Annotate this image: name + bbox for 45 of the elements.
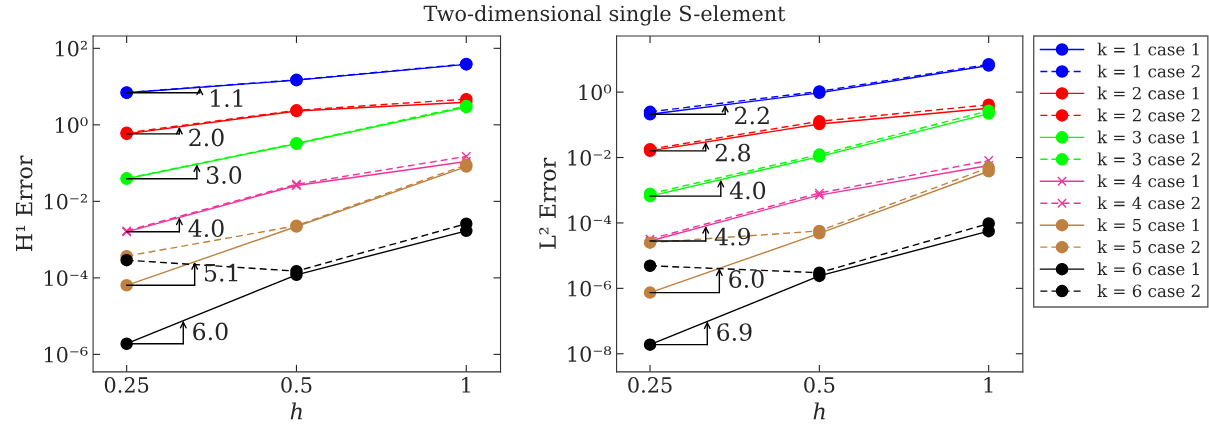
annotation: 6.0 bbox=[729, 270, 764, 288]
annotation: 3.0 bbox=[207, 166, 242, 184]
annotation: 4.9 bbox=[714, 227, 751, 246]
annotation: 6.0 bbox=[193, 322, 228, 341]
y-tick-label: 10⁰ bbox=[579, 84, 612, 101]
legend-label: k = 4 case 1 bbox=[1097, 174, 1199, 188]
legend-label: k = 1 case 1 bbox=[1097, 42, 1199, 56]
y-tick-label: 10² bbox=[55, 40, 87, 57]
y-tick-label: 10⁻² bbox=[568, 149, 611, 166]
y-tick-label: 10⁻⁴ bbox=[44, 270, 88, 287]
annotation: 2.2 bbox=[735, 106, 769, 125]
x-tick-label: 0.5 bbox=[281, 377, 312, 393]
y-tick-label: 10⁰ bbox=[55, 117, 88, 134]
x-tick-label: 1 bbox=[462, 377, 470, 393]
text: Two-dimensional single S-element bbox=[423, 5, 786, 26]
legend-label: k = 4 case 2 bbox=[1097, 196, 1200, 210]
x-tick-label: 0.5 bbox=[804, 377, 835, 393]
x-axis-title: h bbox=[813, 402, 825, 420]
annotation: 1.1 bbox=[211, 89, 243, 108]
y-tick-label: 10⁻⁸ bbox=[568, 346, 612, 362]
annotation: 6.9 bbox=[717, 323, 752, 341]
y-tick-label: 10⁻⁶ bbox=[568, 280, 612, 297]
x-tick-label: 1 bbox=[984, 377, 993, 393]
x-tick-label: 0.25 bbox=[628, 377, 672, 393]
legend-label: k = 3 case 2 bbox=[1097, 152, 1200, 166]
y-tick-label: 10⁻⁶ bbox=[44, 346, 88, 363]
legend-label: k = 5 case 1 bbox=[1097, 218, 1199, 232]
annotation: 2.8 bbox=[715, 143, 751, 162]
annotation: 4.0 bbox=[188, 219, 224, 238]
y-axis-title: H¹ Error bbox=[15, 155, 33, 252]
y-tick-label: 10⁻⁴ bbox=[568, 215, 612, 232]
y-tick-label: 10⁻² bbox=[44, 193, 87, 210]
annotation: 2.0 bbox=[189, 128, 224, 147]
legend-label: k = 6 case 2 bbox=[1097, 284, 1200, 298]
x-tick-label: 0.25 bbox=[104, 377, 149, 393]
annotation: 5.1 bbox=[205, 263, 238, 282]
legend-label: k = 2 case 1 bbox=[1097, 86, 1199, 100]
legend-label: k = 1 case 2 bbox=[1097, 64, 1200, 78]
legend-label: k = 6 case 1 bbox=[1097, 262, 1199, 276]
legend-label: k = 5 case 2 bbox=[1097, 240, 1200, 254]
y-axis-title: L² Error bbox=[539, 157, 557, 249]
annotation: 4.0 bbox=[729, 181, 766, 200]
legend-label: k = 2 case 2 bbox=[1097, 108, 1200, 122]
x-axis-title: h bbox=[290, 402, 302, 420]
legend-label: k = 3 case 1 bbox=[1097, 130, 1199, 144]
